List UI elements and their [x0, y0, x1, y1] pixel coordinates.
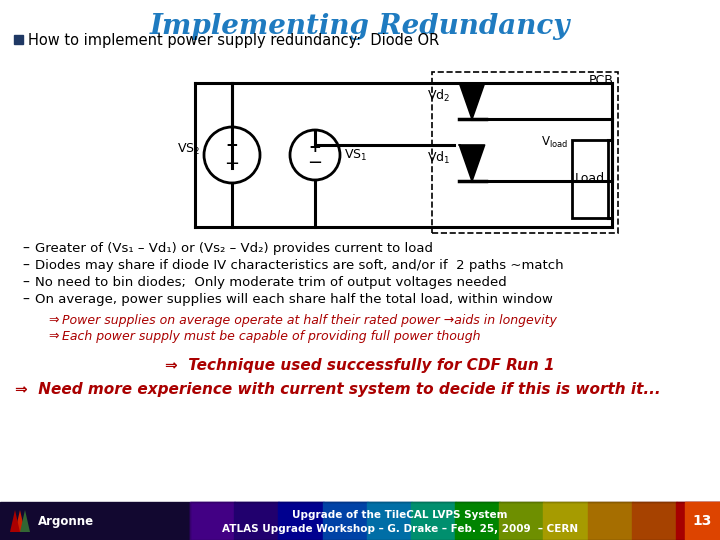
Bar [323, 502, 368, 540]
Polygon shape [10, 510, 20, 532]
Text: +: + [309, 139, 321, 154]
Text: −: − [307, 154, 323, 172]
Text: Vd$_2$: Vd$_2$ [427, 88, 450, 104]
Polygon shape [459, 83, 485, 119]
Text: V$_\mathrm{load}$: V$_\mathrm{load}$ [541, 134, 568, 150]
Text: Each power supply must be capable of providing full power though: Each power supply must be capable of pro… [62, 330, 480, 343]
Polygon shape [15, 510, 25, 532]
Text: Upgrade of the TileCAL LVPS System: Upgrade of the TileCAL LVPS System [292, 510, 508, 521]
Text: Power supplies on average operate at half their rated power →aids in longevity: Power supplies on average operate at hal… [62, 314, 557, 327]
Polygon shape [20, 510, 30, 532]
Bar [685, 502, 720, 540]
Bar [455, 502, 500, 540]
Text: PCB: PCB [589, 74, 614, 87]
Text: –: – [22, 242, 29, 256]
Text: Implementing Redundancy: Implementing Redundancy [150, 13, 570, 40]
Bar [411, 502, 456, 540]
Bar [631, 502, 677, 540]
Bar [676, 502, 720, 540]
Bar [499, 502, 544, 540]
Bar [190, 502, 720, 540]
Text: Greater of (Vs₁ – Vd₁) or (Vs₂ – Vd₂) provides current to load: Greater of (Vs₁ – Vd₁) or (Vs₂ – Vd₂) pr… [35, 242, 433, 255]
Text: VS$_1$: VS$_1$ [344, 147, 367, 163]
Text: VS$_2$: VS$_2$ [177, 141, 200, 157]
Bar [279, 502, 323, 540]
Text: +: + [225, 138, 238, 153]
Text: Diodes may share if diode IV characteristics are soft, and/or if  2 paths ~match: Diodes may share if diode IV characteris… [35, 259, 564, 272]
Text: No need to bin diodes;  Only moderate trim of output voltages needed: No need to bin diodes; Only moderate tri… [35, 276, 507, 289]
Text: ⇒: ⇒ [48, 314, 58, 327]
Bar [544, 502, 588, 540]
Bar [572, 140, 608, 218]
Bar [366, 502, 412, 540]
Bar [0, 502, 720, 540]
Bar [14, 35, 23, 44]
Text: How to implement power supply redundancy:  Diode OR: How to implement power supply redundancy… [28, 32, 439, 48]
Text: Vd$_1$: Vd$_1$ [427, 150, 450, 166]
Bar [234, 502, 279, 540]
Bar [190, 502, 235, 540]
Text: −: − [225, 155, 240, 173]
Text: ⇒: ⇒ [48, 330, 58, 343]
Bar [588, 502, 633, 540]
Text: Load: Load [575, 172, 605, 186]
Text: On average, power supplies will each share half the total load, within window: On average, power supplies will each sha… [35, 293, 553, 306]
Text: –: – [22, 259, 29, 273]
Polygon shape [459, 145, 485, 181]
Text: –: – [22, 293, 29, 307]
Text: Argonne: Argonne [38, 515, 94, 528]
Text: –: – [22, 276, 29, 290]
Bar [432, 72, 618, 233]
Text: ⇒  Need more experience with current system to decide if this is worth it...: ⇒ Need more experience with current syst… [15, 382, 661, 397]
Text: ATLAS Upgrade Workshop – G. Drake – Feb. 25, 2009  – CERN: ATLAS Upgrade Workshop – G. Drake – Feb.… [222, 524, 578, 535]
Text: 13: 13 [693, 514, 711, 528]
Text: ⇒  Technique used successfully for CDF Run 1: ⇒ Technique used successfully for CDF Ru… [165, 358, 555, 373]
